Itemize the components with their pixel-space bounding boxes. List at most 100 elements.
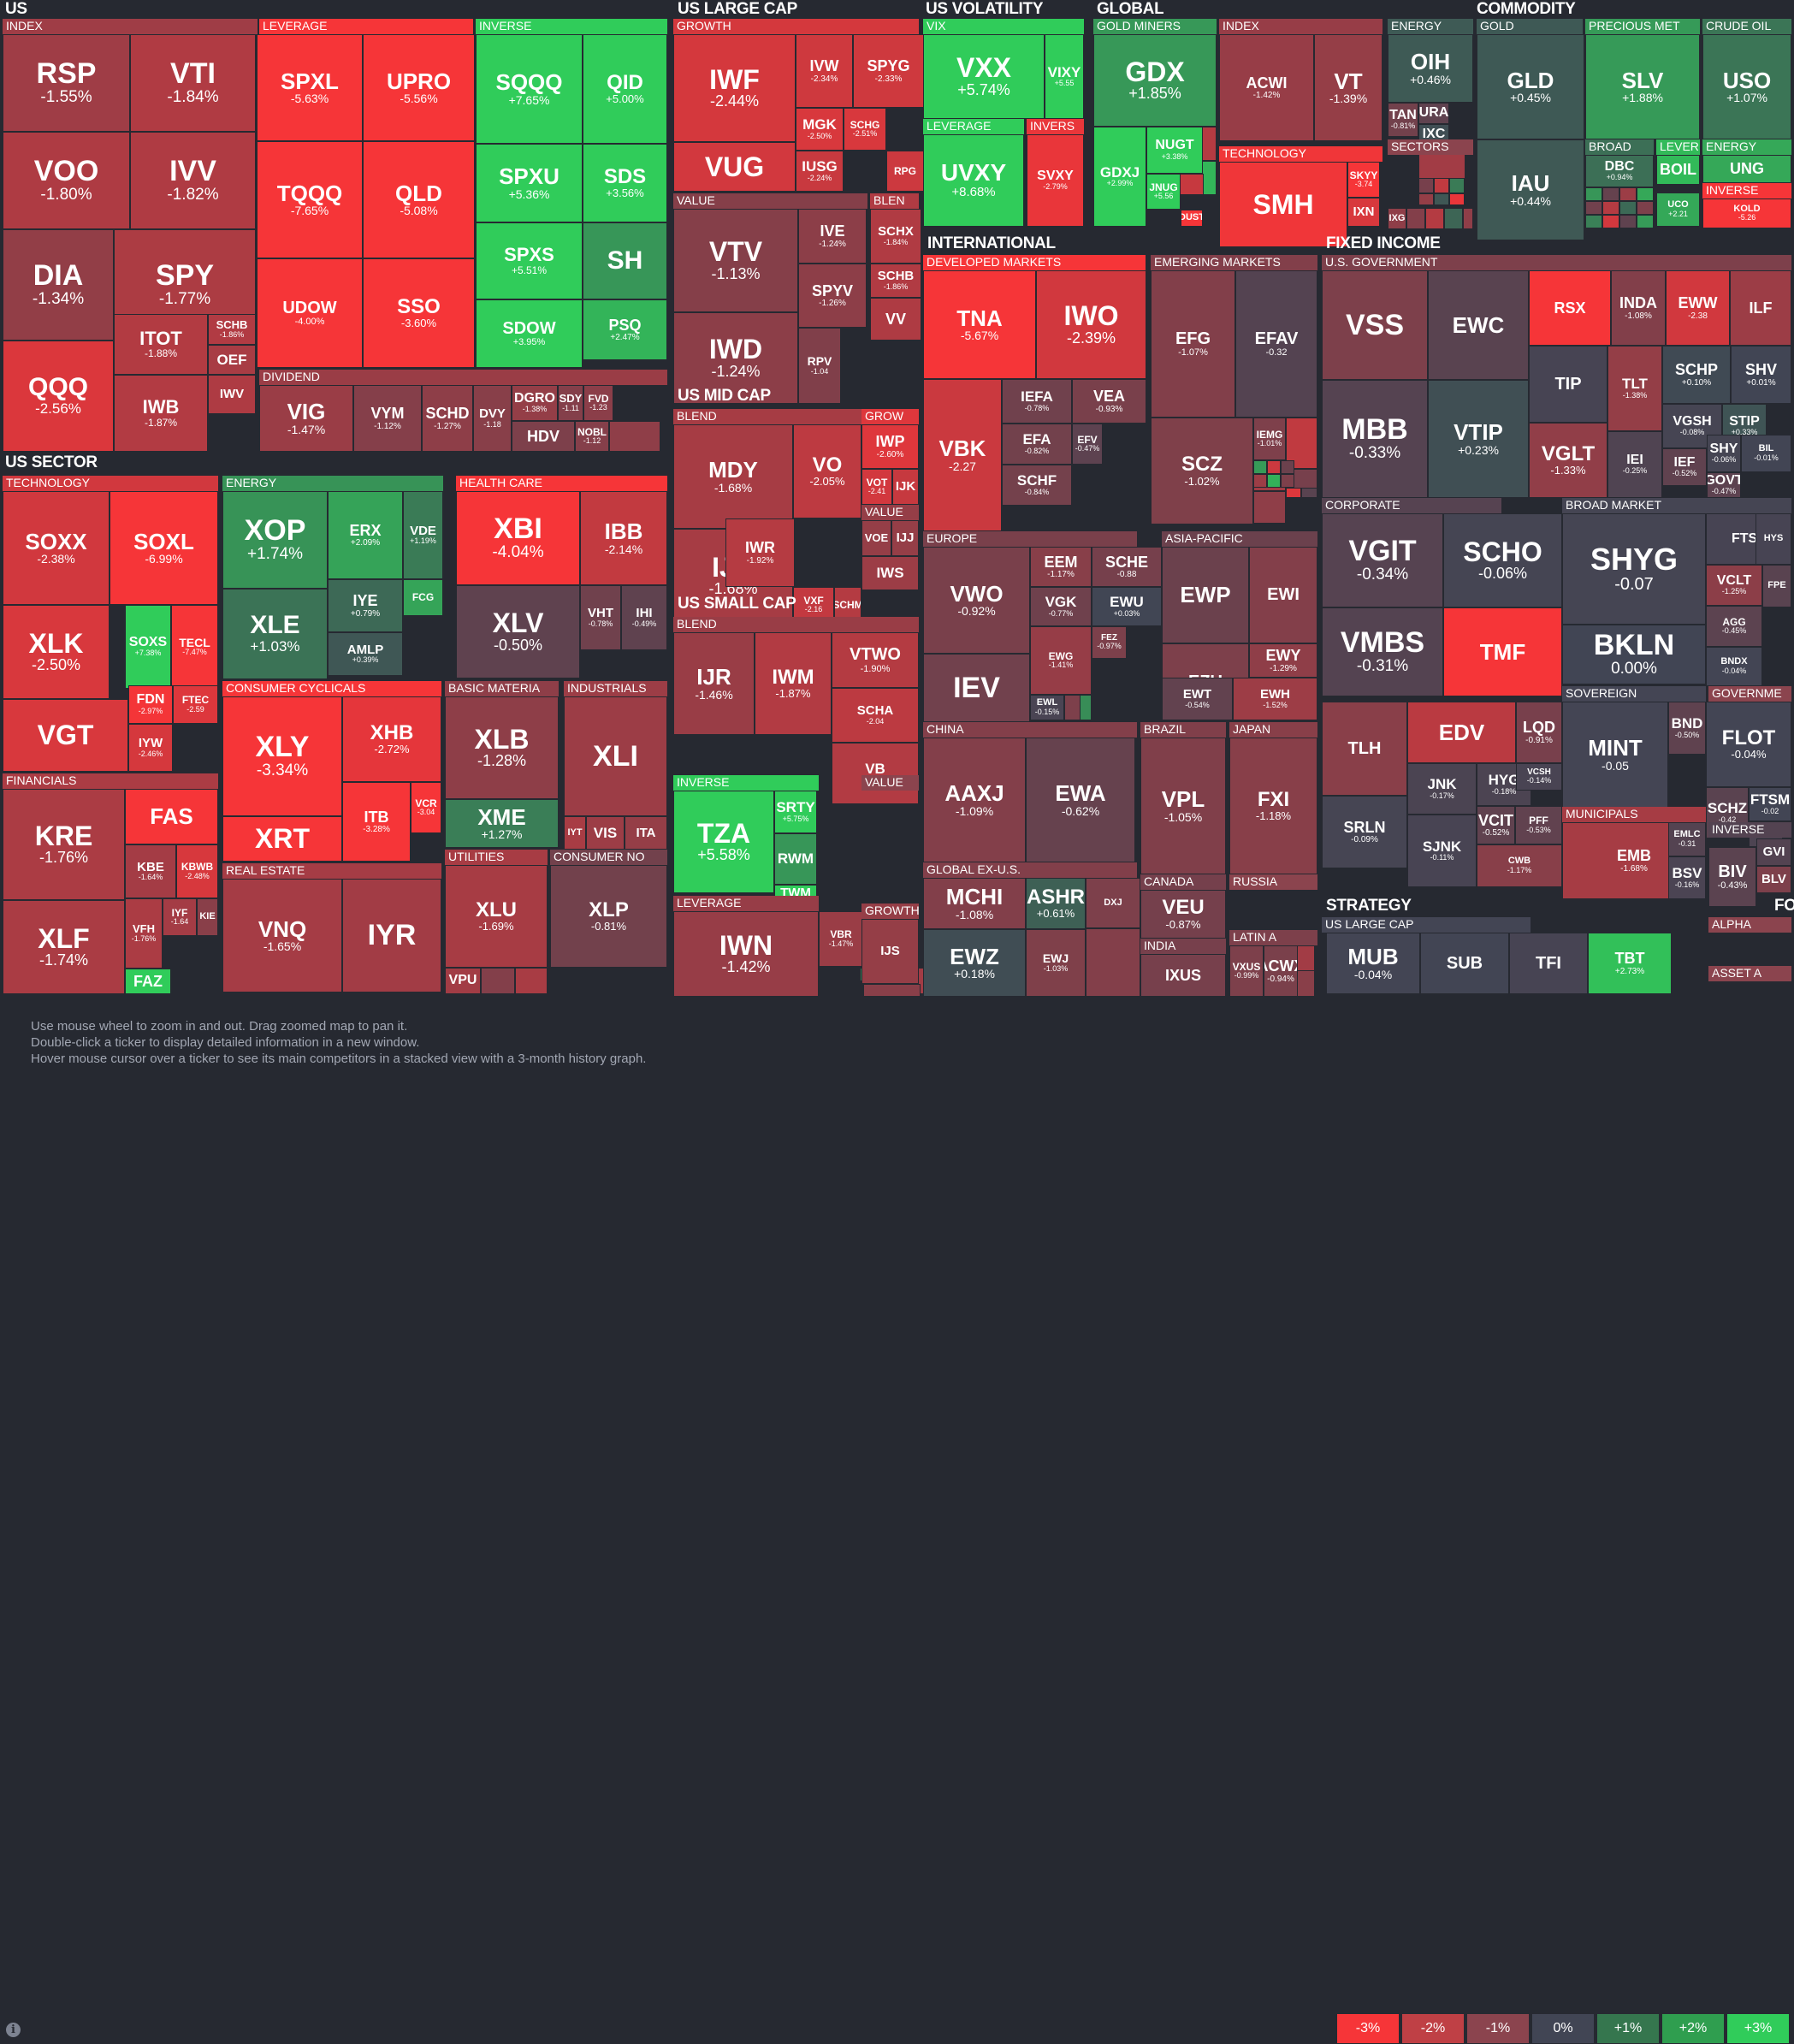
tile-uvxy[interactable]: UVXY +8.68% [923,134,1024,227]
tile-iemg[interactable]: IEMG -1.01% [1253,418,1286,460]
tile-soxl[interactable]: SOXL -6.99% [110,491,218,605]
minor-etf-tile[interactable] [1585,201,1602,215]
tile-gvi[interactable]: GVI [1756,838,1791,866]
tile-flot[interactable]: FLOT -0.04% [1706,702,1791,787]
tile-tlh[interactable]: TLH [1322,702,1407,796]
minor-etf-tile[interactable] [1449,178,1465,193]
tile-bkln[interactable]: BKLN 0.00% [1562,625,1706,684]
tile-iev[interactable]: IEV [923,654,1030,722]
tile-vot[interactable]: VOT -2.41 [861,469,892,505]
tile-acwi[interactable]: ACWI -1.42% [1219,34,1314,141]
tile-schb[interactable]: SCHB -1.86% [870,264,921,298]
tile-efg[interactable]: EFG -1.07% [1151,270,1235,418]
tile-ixc[interactable]: IXC [1418,124,1449,145]
minor-etf-tile[interactable] [1086,928,1140,997]
tile-vea[interactable]: VEA -0.93% [1072,379,1146,424]
minor-etf-tile[interactable] [1418,193,1434,205]
tile-spxs[interactable]: SPXS +5.51% [476,222,583,299]
minor-etf-tile[interactable] [1267,474,1281,488]
tile-jnug[interactable]: JNUG +5.56 [1146,174,1181,210]
tile-ewh[interactable]: EWH -1.52% [1233,678,1317,720]
minor-etf-tile[interactable] [1080,695,1092,720]
tile-iau[interactable]: IAU +0.44% [1477,139,1584,240]
minor-etf-tile[interactable] [1281,460,1294,474]
tile-tip[interactable]: TIP [1529,346,1607,423]
tile-sds[interactable]: SDS +3.56% [583,144,667,222]
minor-etf-tile[interactable] [1406,208,1425,229]
tile-hdv[interactable]: HDV [512,421,575,452]
tile-ixus[interactable]: IXUS [1140,954,1226,997]
tile-sqqq[interactable]: SQQQ +7.65% [476,34,583,144]
minor-etf-tile[interactable] [1637,215,1654,228]
minor-etf-tile[interactable] [1602,201,1619,215]
tile-vwo[interactable]: VWO -0.92% [923,547,1030,654]
tile-tqqq[interactable]: TQQQ -7.65% [257,141,363,258]
minor-etf-tile[interactable] [1602,187,1619,201]
tile-shy[interactable]: SHY -0.06% [1707,435,1741,472]
tile-psq[interactable]: PSQ +2.47% [583,299,667,360]
tile-scz[interactable]: SCZ -1.02% [1151,418,1253,524]
tile-ewa[interactable]: EWA -0.62% [1026,738,1135,862]
tile-tfi[interactable]: TFI [1509,933,1588,994]
tile-biv[interactable]: BIV -0.43% [1708,847,1756,907]
minor-etf-tile[interactable] [1585,187,1602,201]
tile-ewc[interactable]: EWC [1428,270,1529,380]
tile-ashr[interactable]: ASHR +0.61% [1026,878,1086,929]
tile-slv[interactable]: SLV +1.88% [1585,34,1700,139]
tile-vde[interactable]: VDE +1.19% [403,491,443,579]
tile-svxy[interactable]: SVXY -2.79% [1027,134,1084,227]
tile-ftec[interactable]: FTEC -2.59 [173,685,218,724]
tile-uco[interactable]: UCO +2.21 [1656,193,1700,227]
minor-etf-tile[interactable] [1463,208,1473,229]
tile-kie[interactable]: KIE [197,898,218,936]
minor-etf-tile[interactable] [1281,474,1294,488]
tile-xli[interactable]: XLI [564,696,667,816]
tile-spxu[interactable]: SPXU +5.36% [476,144,583,222]
tile-nugt[interactable]: NUGT +3.38% [1146,127,1203,174]
tile-vig[interactable]: VIG -1.47% [259,385,353,452]
tile-schf[interactable]: SCHF -0.84% [1002,465,1072,506]
tile-ung[interactable]: UNG [1702,155,1791,183]
tile-srty[interactable]: SRTY +5.75% [774,791,817,833]
tile-dvy[interactable]: DVY -1.18 [473,385,512,452]
tile-ijs[interactable]: IJS [861,919,919,984]
minor-etf-tile[interactable] [515,968,548,994]
tile-gld[interactable]: GLD +0.45% [1477,34,1584,139]
tile-vis[interactable]: VIS [586,816,625,850]
tile-xle[interactable]: XLE +1.03% [222,589,328,679]
tile-xly[interactable]: XLY -3.34% [222,696,342,816]
tile-dgro[interactable]: DGRO -1.38% [512,385,558,421]
tile-fdn[interactable]: FDN -2.97% [128,685,173,724]
tile-schg[interactable]: SCHG -2.51% [844,108,886,151]
tile-ixg[interactable]: IXG [1388,208,1406,229]
tile-dxj[interactable]: DXJ [1086,878,1140,928]
tile-iyt[interactable]: IYT [564,816,586,850]
tile-qqq[interactable]: QQQ -2.56% [3,341,114,452]
tile-iusg[interactable]: IUSG -2.24% [796,151,844,192]
tile-qld[interactable]: QLD -5.08% [363,141,475,258]
minor-etf-tile[interactable] [1434,193,1449,205]
tile-vbk[interactable]: VBK -2.27 [923,379,1002,531]
tile-scho[interactable]: SCHO -0.06% [1443,513,1562,607]
tile-spyv[interactable]: SPYV -1.26% [798,264,867,328]
tile-qid[interactable]: QID +5.00% [583,34,667,144]
tile-hys[interactable]: HYS [1756,513,1791,565]
tile-ihi[interactable]: IHI -0.49% [621,585,667,650]
tile-iwo[interactable]: IWO -2.39% [1036,270,1146,379]
tile-nobl[interactable]: NOBL -1.12 [575,421,609,452]
tile-iwb[interactable]: IWB -1.87% [114,375,208,452]
minor-etf-tile[interactable] [1267,460,1281,474]
tile-xop[interactable]: XOP +1.74% [222,491,328,589]
minor-etf-tile[interactable] [1201,127,1217,161]
minor-etf-tile[interactable] [1434,178,1449,193]
tile-iye[interactable]: IYE +0.79% [328,579,403,632]
tile-bnd[interactable]: BND -0.50% [1668,702,1706,755]
tile-skyy[interactable]: SKYY -3.74 [1347,162,1380,198]
tile-ixn[interactable]: IXN [1347,198,1380,227]
tile-mbb[interactable]: MBB -0.33% [1322,380,1428,498]
tile-rpv[interactable]: RPV -1.04 [798,328,841,404]
minor-etf-tile[interactable] [1619,187,1637,201]
tile-lqd[interactable]: LQD -0.91% [1516,702,1562,763]
minor-etf-tile[interactable] [1418,178,1434,193]
tile-xlp[interactable]: XLP -0.81% [550,865,667,968]
